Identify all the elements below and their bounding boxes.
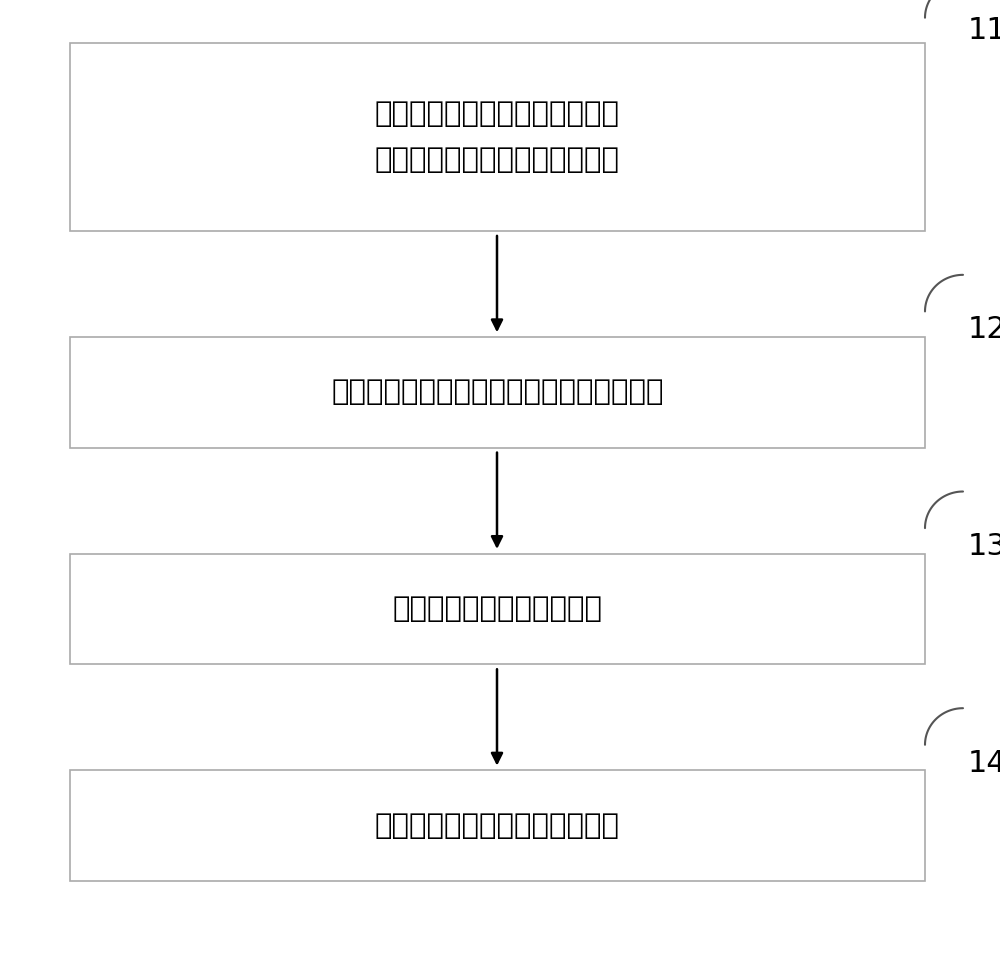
Text: 140: 140 — [968, 749, 1000, 778]
Text: 检测锂离子电池在预设条件下，
与第一电流对应的极限荷电状态: 检测锂离子电池在预设条件下， 与第一电流对应的极限荷电状态 — [375, 100, 620, 174]
Bar — [70, 554, 925, 664]
Text: 120: 120 — [968, 315, 1000, 344]
Text: 110: 110 — [968, 16, 1000, 45]
Text: 根据第一电流和极限荷电状态得到对应关系: 根据第一电流和极限荷电状态得到对应关系 — [331, 378, 664, 406]
Text: 根据对应关系制定充电流程: 根据对应关系制定充电流程 — [392, 595, 602, 623]
Bar — [70, 337, 925, 448]
Bar — [70, 770, 925, 881]
Bar — [70, 43, 925, 231]
Text: 根据充电流程对锂离子电池充电: 根据充电流程对锂离子电池充电 — [375, 812, 620, 840]
Text: 130: 130 — [968, 533, 1000, 561]
